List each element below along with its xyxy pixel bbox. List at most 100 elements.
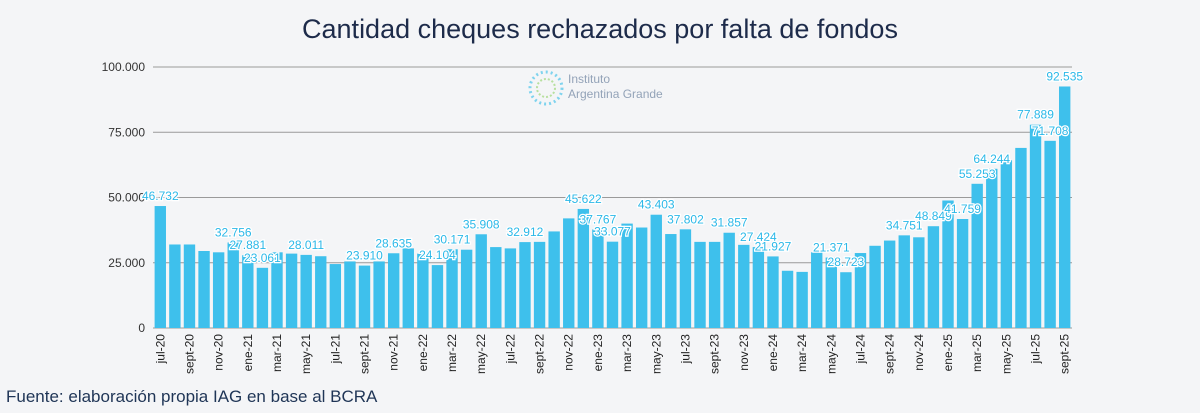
x-tick-label: sept-21 [358,334,372,374]
bar-oct-24 [898,235,910,328]
bar-nov-24 [913,237,925,328]
bar-feb-23 [606,241,619,328]
bar-feb-22 [431,265,444,328]
institute-logo: Instituto Argentina Grande [528,70,663,106]
data-label: 21.927 [755,239,792,253]
bar-feb-25 [956,219,969,328]
data-label: 31.857 [711,216,748,230]
bar-sept-25 [1059,86,1071,329]
chart-title: Cantidad cheques rechazados por falta de… [302,14,898,44]
bar-sept-23 [708,241,721,328]
x-tick-label: nov-20 [212,334,226,371]
data-label: 34.751 [886,218,923,232]
y-tick-label: 25.000 [108,256,145,270]
x-tick-label: ene-25 [941,334,955,372]
data-label: 21.371 [813,241,850,255]
bar-may-22 [475,234,487,328]
y-tick-label: 100.000 [102,60,146,74]
bar-jul-22 [504,248,517,328]
x-tick-label: jul-23 [678,334,692,365]
bar-ago-21 [344,261,356,328]
x-tick-label: mar-23 [620,334,634,372]
x-tick-label: sept-22 [533,334,547,374]
x-tick-label: sept-23 [708,334,722,374]
logo-icon [528,70,564,106]
bar-mar-25 [971,183,983,328]
data-label: 23.910 [346,249,383,263]
x-tick-label: jul-22 [503,334,517,365]
bar-nov-21 [388,253,400,328]
x-tick-label: nov-24 [912,334,926,371]
bar-ago-23 [694,241,706,328]
bar-ago-24 [869,245,881,328]
data-label: 32.912 [507,225,544,239]
bar-dic-22 [577,208,590,328]
bar-ene-24 [767,256,779,328]
x-tick-label: jul-25 [1029,334,1043,365]
bar-may-23 [650,214,662,328]
bar-sept-21 [358,265,371,328]
y-tick-label: 75.000 [108,125,145,139]
bar-jul-20 [154,206,166,328]
bar-may-21 [300,254,312,328]
x-tick-label: sept-20 [182,334,196,374]
data-label: 55.253 [959,167,996,181]
bar-abr-25 [986,168,998,328]
x-tick-label: jul-24 [853,334,867,365]
x-tick-label: ene-22 [416,334,430,372]
data-label: 71.708 [1032,124,1069,138]
bar-mar-22 [446,249,458,328]
x-tick-label: ene-24 [766,334,780,372]
bar-jun-24 [840,272,852,328]
bar-sept-20 [183,244,196,328]
bar-jul-21 [329,264,342,328]
bar-mar-24 [796,271,808,328]
bar-ene-23 [592,229,604,328]
data-label: 46.732 [142,189,179,203]
x-tick-label: ene-21 [241,334,255,372]
x-tick-label: mar-24 [795,334,809,372]
logo-text-line2: Argentina Grande [568,87,663,101]
data-label: 37.802 [667,212,704,226]
x-tick-label: may-21 [299,334,313,374]
bar-dic-20 [227,242,239,328]
data-label: 32.756 [215,226,252,240]
bar-ago-20 [169,244,181,328]
bar-oct-20 [198,251,210,328]
bar-sept-24 [883,240,896,328]
x-tick-label: jul-21 [328,334,342,365]
x-tick-label: may-23 [649,334,663,374]
bar-nov-22 [563,218,575,328]
x-tick-label: sept-25 [1058,334,1072,374]
bar-oct-21 [373,261,385,328]
bar-jul-24 [854,253,867,328]
x-tick-label: mar-22 [445,334,459,372]
bar-ene-21 [242,255,254,328]
data-label: 43.403 [638,198,675,212]
data-label: 41.759 [944,202,981,216]
data-label: 23.061 [244,251,281,265]
bar-sept-22 [533,241,546,328]
bar-abr-21 [285,253,298,328]
x-tick-label: may-24 [824,334,838,374]
bar-may-24 [825,257,837,328]
bar-mar-21 [271,252,283,328]
x-tick-label: nov-23 [737,334,751,371]
data-label: 28.635 [375,236,412,250]
bar-jun-22 [490,247,502,328]
bar-nov-20 [212,252,225,328]
bar-jun-21 [315,256,327,328]
bar-jul-23 [679,229,692,328]
bar-jun-25 [1015,147,1027,328]
x-axis-tick-labels: jul-20 sept-20 nov-20 ene-21 mar-21 may-21 jul… [153,334,1071,374]
bar-nov-23 [738,244,750,328]
x-tick-label: mar-21 [270,334,284,372]
bar-jul-25 [1029,124,1042,328]
bar-abr-22 [460,249,473,328]
bar-ene-22 [417,253,429,328]
data-label: 27.424 [740,230,777,244]
x-tick-label: mar-25 [970,334,984,372]
x-tick-label: sept-24 [883,334,897,374]
bar-feb-21 [256,267,269,328]
bar-dic-23 [752,247,765,328]
